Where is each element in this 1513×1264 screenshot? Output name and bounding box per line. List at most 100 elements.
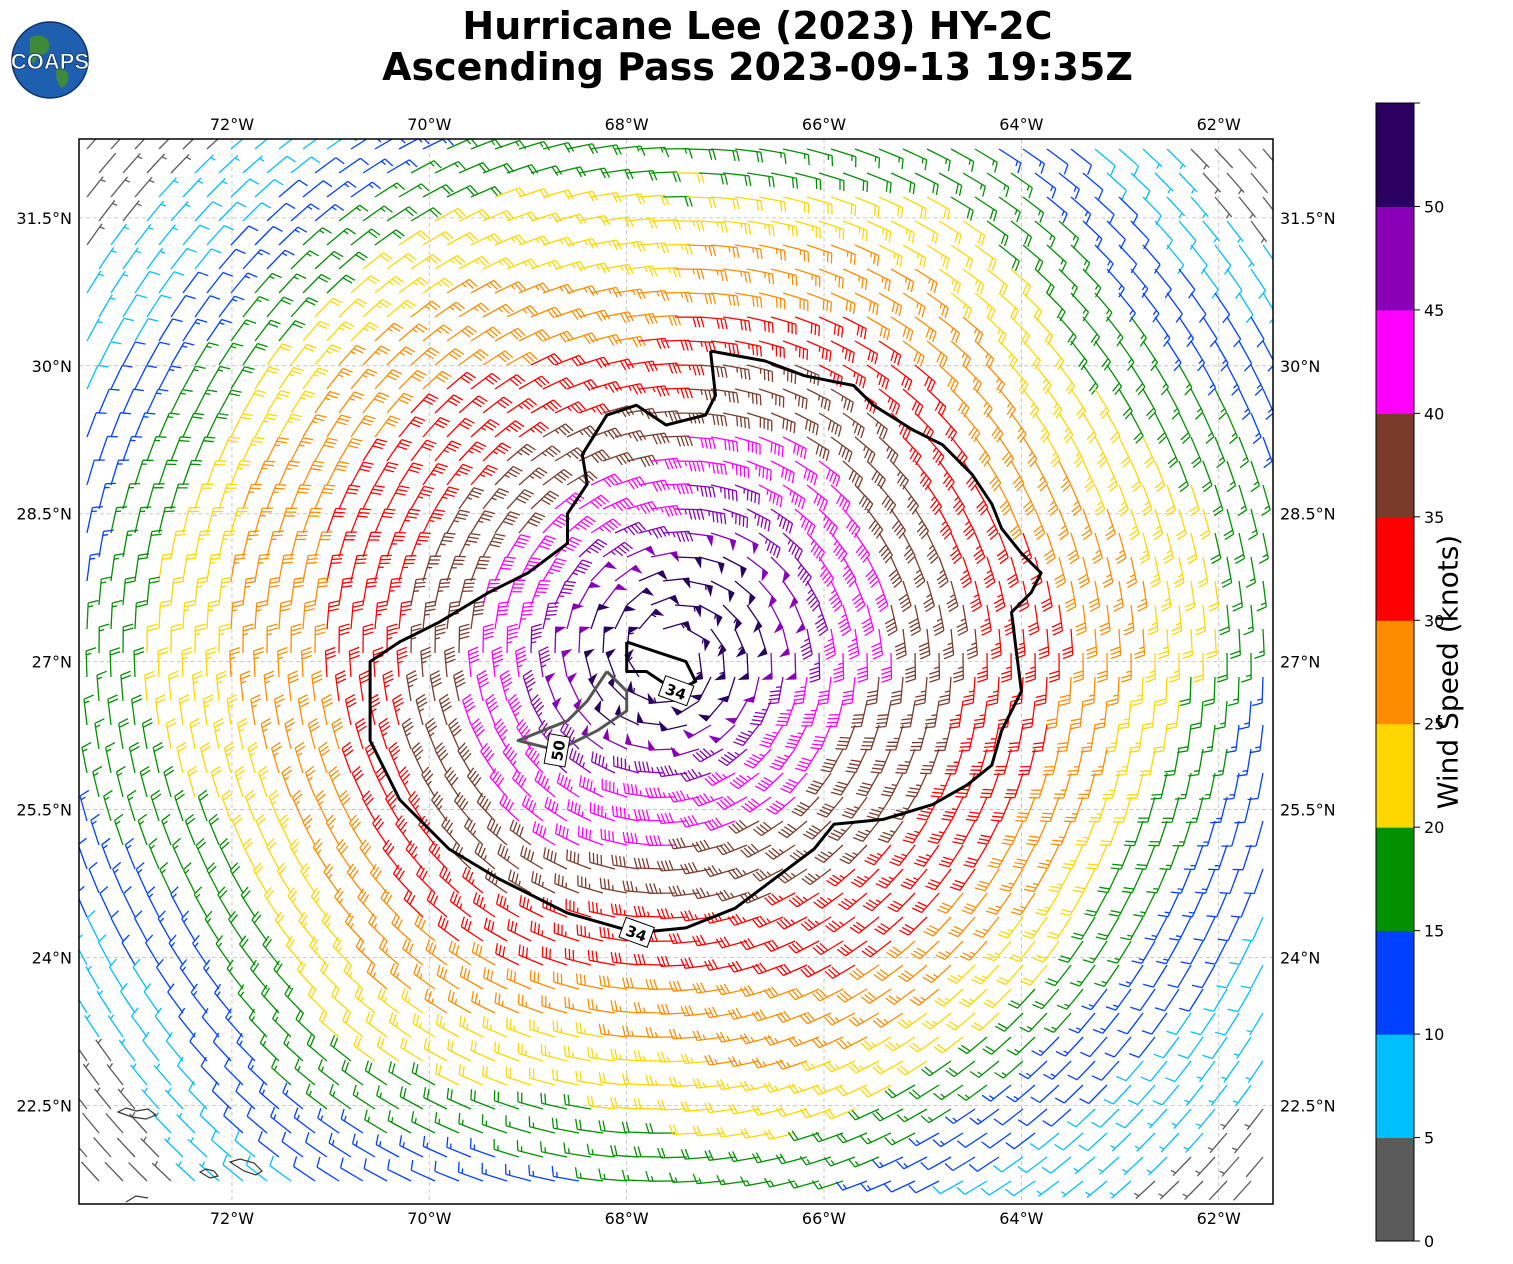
wind-barb bbox=[494, 465, 523, 486]
wind-barb bbox=[338, 531, 357, 558]
wind-barb bbox=[1154, 412, 1168, 444]
wind-barb bbox=[85, 647, 97, 678]
wind-barb bbox=[374, 369, 403, 390]
wind-barb bbox=[1147, 604, 1159, 636]
wind-barb bbox=[97, 934, 112, 966]
wind-barb bbox=[1118, 964, 1144, 988]
wind-barb bbox=[218, 154, 240, 174]
wind-barb bbox=[1233, 1036, 1252, 1060]
wind-barb bbox=[974, 244, 997, 271]
wind-barb bbox=[938, 268, 962, 294]
wind-barb bbox=[984, 940, 1012, 962]
wind-barb bbox=[746, 172, 775, 188]
wind-barb-flag bbox=[779, 647, 790, 658]
wind-barb bbox=[799, 1060, 832, 1072]
wind-barb bbox=[878, 244, 903, 268]
wind-barb bbox=[1146, 1156, 1168, 1176]
wind-barb bbox=[1131, 940, 1156, 965]
wind-barb bbox=[1249, 724, 1264, 754]
wind-barb bbox=[164, 1088, 184, 1110]
wind-barb bbox=[1199, 508, 1211, 541]
wind-barb bbox=[206, 178, 228, 198]
wind-barb bbox=[794, 556, 812, 587]
wind-barb bbox=[434, 348, 465, 366]
wind-barb bbox=[274, 911, 292, 942]
wind-barb bbox=[598, 1120, 628, 1134]
wind-barb bbox=[470, 372, 501, 390]
wind-barb bbox=[338, 204, 369, 222]
wind-barb bbox=[913, 556, 926, 589]
wind-barb bbox=[556, 772, 580, 798]
wind-barb bbox=[686, 244, 717, 257]
wind-barb bbox=[318, 741, 331, 774]
lat-tick-label-right: 27°N bbox=[1280, 653, 1320, 672]
wind-barb bbox=[325, 814, 340, 846]
wind-barb bbox=[751, 915, 784, 928]
wind-barb bbox=[1166, 388, 1180, 420]
wind-barb bbox=[110, 317, 135, 342]
wind-barb bbox=[1206, 892, 1228, 918]
wind-barb-flag bbox=[588, 672, 598, 686]
wind-barb bbox=[1202, 316, 1218, 348]
wind-barb bbox=[542, 189, 575, 201]
wind-barb bbox=[82, 1062, 100, 1086]
wind-barb bbox=[122, 576, 136, 606]
wind-barb bbox=[938, 316, 961, 344]
wind-barb bbox=[848, 1060, 880, 1074]
wind-barb bbox=[470, 556, 491, 582]
wind-barb bbox=[986, 364, 1006, 394]
wind-barb bbox=[530, 535, 557, 558]
wind-barb bbox=[884, 604, 898, 637]
wind-barb bbox=[470, 1040, 496, 1062]
wind-barb bbox=[353, 1035, 376, 1062]
wind-barb bbox=[1068, 1012, 1096, 1034]
wind-barb bbox=[986, 316, 1007, 345]
wind-barb bbox=[1103, 1084, 1132, 1105]
wind-barb bbox=[590, 473, 622, 488]
wind-barb bbox=[1155, 940, 1180, 965]
wind-barb bbox=[941, 796, 964, 822]
wind-barb bbox=[794, 412, 819, 436]
wind-barb bbox=[599, 877, 628, 894]
wind-barb bbox=[1046, 484, 1059, 516]
wind-barb bbox=[1190, 700, 1204, 730]
wind-barb bbox=[823, 628, 837, 660]
wind-barb bbox=[854, 484, 874, 514]
wind-barb bbox=[551, 1166, 580, 1182]
wind-barb bbox=[916, 796, 940, 821]
wind-barb bbox=[1202, 220, 1221, 243]
wind-barb bbox=[860, 724, 880, 751]
wind-barb bbox=[812, 988, 844, 1002]
wind-barb bbox=[1010, 892, 1036, 916]
wind-barb bbox=[698, 412, 728, 427]
wind-barb bbox=[134, 412, 156, 438]
wind-barb bbox=[1082, 412, 1097, 444]
wind-barb bbox=[1212, 484, 1224, 517]
wind-barb bbox=[1031, 724, 1048, 753]
wind-barb bbox=[806, 484, 829, 512]
wind-barb bbox=[530, 259, 563, 271]
wind-barb bbox=[493, 718, 508, 750]
wind-barb bbox=[1223, 508, 1235, 541]
wind-barb bbox=[587, 998, 616, 1014]
wind-barb bbox=[86, 412, 107, 438]
wind-barb-flag bbox=[552, 696, 562, 710]
wind-barb bbox=[948, 916, 976, 938]
wind-barb bbox=[980, 1180, 1012, 1196]
wind-barb bbox=[835, 1132, 868, 1144]
wind-barb bbox=[422, 462, 448, 486]
wind-barb bbox=[206, 553, 222, 582]
wind-barb bbox=[314, 344, 342, 366]
wind-barb bbox=[902, 340, 925, 367]
wind-barb bbox=[680, 1100, 712, 1112]
wind-barb bbox=[86, 364, 109, 390]
wind-barb bbox=[784, 724, 808, 749]
wind-barb bbox=[108, 958, 124, 990]
wind-barb bbox=[1121, 868, 1144, 894]
wind-barb bbox=[1188, 484, 1200, 517]
wind-barb bbox=[950, 244, 974, 270]
wind-barb bbox=[938, 676, 952, 706]
wind-barb bbox=[242, 295, 270, 318]
wind-barb bbox=[1102, 556, 1114, 589]
wind-barb bbox=[1105, 508, 1116, 541]
